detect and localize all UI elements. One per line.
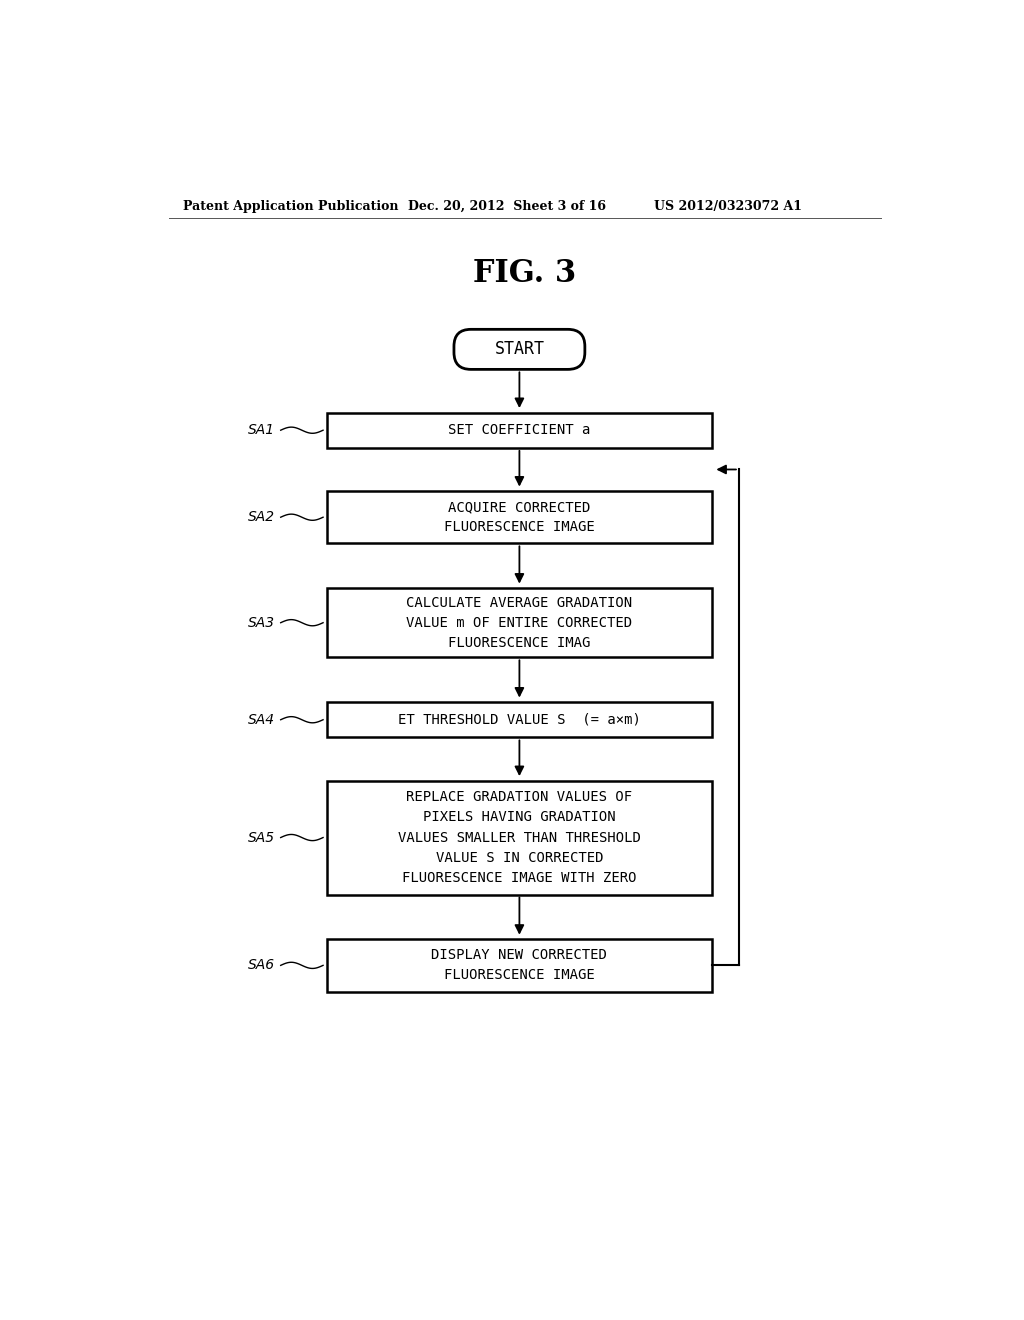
Text: START: START [495, 341, 545, 358]
Bar [327, 413, 712, 447]
Bar [327, 702, 712, 738]
Text: DISPLAY NEW CORRECTED
FLUORESCENCE IMAGE: DISPLAY NEW CORRECTED FLUORESCENCE IMAGE [431, 948, 607, 982]
Text: Dec. 20, 2012  Sheet 3 of 16: Dec. 20, 2012 Sheet 3 of 16 [408, 199, 606, 213]
Text: SA4: SA4 [248, 713, 274, 727]
Bar [327, 940, 712, 991]
Text: US 2012/0323072 A1: US 2012/0323072 A1 [654, 199, 802, 213]
Text: SA5: SA5 [248, 830, 274, 845]
Bar [327, 491, 712, 544]
Text: ACQUIRE CORRECTED
FLUORESCENCE IMAGE: ACQUIRE CORRECTED FLUORESCENCE IMAGE [444, 500, 595, 535]
Text: CALCULATE AVERAGE GRADATION
VALUE m OF ENTIRE CORRECTED
FLUORESCENCE IMAG: CALCULATE AVERAGE GRADATION VALUE m OF E… [407, 595, 633, 649]
FancyBboxPatch shape [454, 330, 585, 370]
Text: SA3: SA3 [248, 615, 274, 630]
Text: ET THRESHOLD VALUE S  (= a×m): ET THRESHOLD VALUE S (= a×m) [398, 713, 641, 727]
Text: SA1: SA1 [248, 424, 274, 437]
Text: Patent Application Publication: Patent Application Publication [183, 199, 398, 213]
Text: SET COEFFICIENT a: SET COEFFICIENT a [449, 424, 591, 437]
Text: REPLACE GRADATION VALUES OF
PIXELS HAVING GRADATION
VALUES SMALLER THAN THRESHOL: REPLACE GRADATION VALUES OF PIXELS HAVIN… [398, 791, 641, 884]
Text: SA2: SA2 [248, 511, 274, 524]
Bar [327, 589, 712, 657]
Bar [327, 780, 712, 895]
Text: FIG. 3: FIG. 3 [473, 259, 577, 289]
Text: SA6: SA6 [248, 958, 274, 973]
